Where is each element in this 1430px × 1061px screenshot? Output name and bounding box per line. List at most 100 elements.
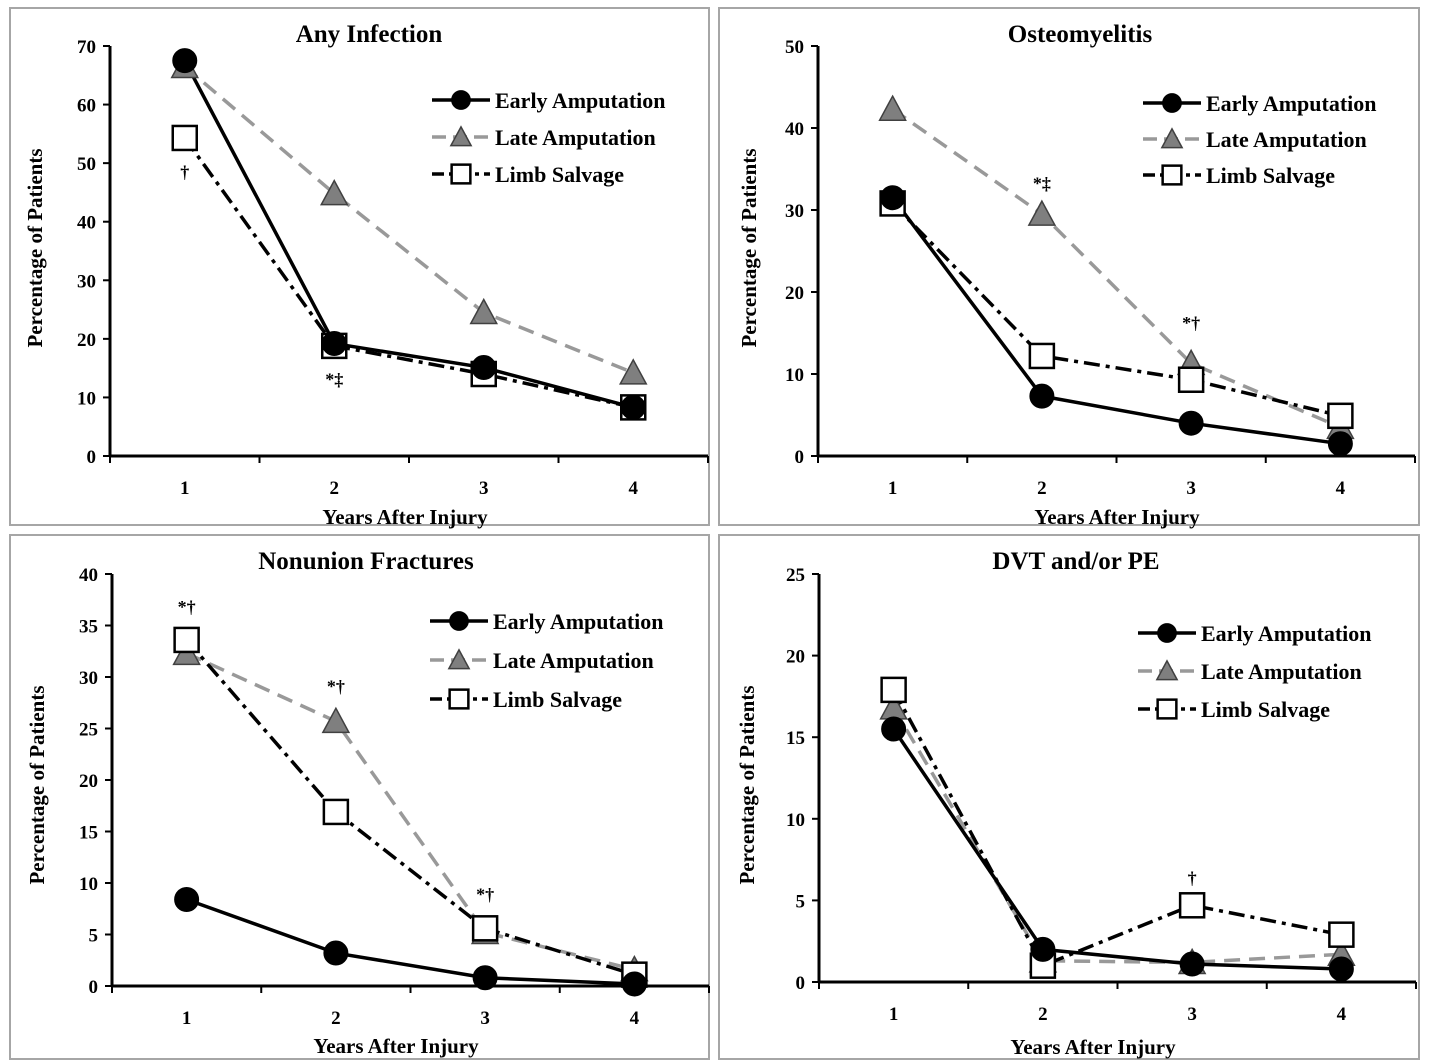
- x-axis-title: Years After Injury: [1010, 1035, 1176, 1059]
- legend-marker: [449, 611, 469, 631]
- data-point-late-amputation: [321, 706, 351, 734]
- data-point-early-amputation: [1328, 956, 1354, 982]
- significance-annotation: *‡: [325, 370, 343, 390]
- x-tick-label: 1: [888, 478, 898, 499]
- significance-annotation: *†: [178, 597, 196, 617]
- y-tick-label: 0: [795, 447, 805, 468]
- y-tick-label: 40: [77, 213, 96, 234]
- series-line-limb-salvage: [183, 136, 634, 410]
- x-tick-label: 3: [1186, 478, 1196, 499]
- y-tick-label: 50: [77, 154, 96, 175]
- legend-label: Late Amputation: [1201, 659, 1362, 684]
- data-point-limb-salvage: [1028, 342, 1056, 370]
- chart-panel-2: 0 10 20 30 40 50 1 2 3 4 Osteomyelitis Years After …: [718, 7, 1420, 529]
- x-tick-label: 2: [331, 1008, 341, 1029]
- x-tick-label: 4: [629, 478, 639, 499]
- x-axis-title: Years After Injury: [1034, 505, 1200, 529]
- series-line-late-amputation: [185, 651, 635, 972]
- series-line-late-amputation: [891, 107, 1342, 429]
- legend-label: Early Amputation: [493, 609, 664, 634]
- legend-marker: [448, 688, 470, 710]
- data-point-early-amputation: [471, 355, 497, 381]
- x-tick-label: 1: [889, 1004, 899, 1025]
- data-point-early-amputation: [1178, 410, 1204, 436]
- chart-panel-1: 0 10 20 30 40 50 60 70 1 2 3 4 Any Infection Years Af…: [9, 7, 710, 529]
- panel-border: [718, 7, 1420, 526]
- data-point-early-amputation: [620, 394, 646, 420]
- chart-panel-4: 0 5 10 15 20 25 1 2 3 4 DVT and/or PE Years After I…: [718, 534, 1420, 1060]
- legend-label: Early Amputation: [495, 88, 666, 113]
- legend: Early Amputation Late Amputation Limb Salv…: [432, 88, 666, 187]
- series-line-early-amputation: [186, 897, 635, 986]
- x-tick-label: 3: [1187, 1004, 1197, 1025]
- y-tick-label: 0: [89, 977, 99, 998]
- data-point-limb-salvage: [1328, 921, 1355, 948]
- y-tick-label: 10: [77, 388, 96, 409]
- data-point-early-amputation: [881, 716, 907, 742]
- legend-marker: [1161, 164, 1183, 186]
- y-tick-label: 0: [87, 447, 97, 468]
- y-tick-label: 15: [786, 728, 805, 749]
- y-tick-label: 20: [77, 330, 96, 351]
- significance-annotation: *†: [327, 676, 345, 696]
- data-point-early-amputation: [621, 971, 647, 997]
- y-tick-label: 70: [77, 37, 96, 58]
- legend-marker: [1155, 659, 1179, 681]
- legend: Early Amputation Late Amputation Limb Salv…: [1138, 621, 1372, 722]
- series-line-early-amputation: [891, 196, 1341, 446]
- x-tick-label: 3: [480, 1008, 490, 1029]
- data-point-early-amputation: [1029, 383, 1055, 409]
- legend-marker: [449, 125, 473, 147]
- legend: Early Amputation Late Amputation Limb Salv…: [430, 609, 664, 712]
- chart-title: Any Infection: [296, 21, 443, 48]
- y-tick-label: 60: [77, 96, 96, 117]
- y-tick-label: 50: [785, 37, 804, 58]
- legend-marker: [1160, 127, 1184, 149]
- chart-panel-3: 0 5 10 15 20 25 30 35 40 1 2 3 4 Nonunion Fractures Ye…: [9, 534, 710, 1060]
- data-point-late-amputation: [878, 94, 907, 121]
- x-tick-label: 4: [1337, 1004, 1347, 1025]
- data-point-limb-salvage: [173, 626, 200, 654]
- data-point-limb-salvage: [1327, 402, 1354, 430]
- data-point-limb-salvage: [1177, 366, 1205, 393]
- legend-label: Limb Salvage: [493, 687, 622, 712]
- significance-annotation: †: [180, 162, 189, 182]
- y-tick-label: 25: [79, 720, 98, 741]
- x-axis-title: Years After Injury: [313, 1034, 479, 1058]
- legend-label: Limb Salvage: [1201, 697, 1330, 722]
- y-tick-label: 20: [79, 771, 98, 792]
- data-point-late-amputation: [319, 179, 349, 206]
- data-point-early-amputation: [174, 886, 200, 912]
- y-tick-label: 5: [796, 891, 806, 912]
- data-point-limb-salvage: [171, 124, 198, 152]
- legend-marker: [1156, 698, 1178, 720]
- data-point-early-amputation: [1179, 951, 1205, 977]
- data-point-early-amputation: [1327, 431, 1353, 457]
- y-axis-title: Percentage of Patients: [737, 148, 761, 347]
- y-tick-label: 30: [77, 271, 96, 292]
- legend-marker: [451, 90, 471, 110]
- legend: Early Amputation Late Amputation Limb Salv…: [1143, 91, 1377, 188]
- chart-title: Nonunion Fractures: [258, 548, 474, 575]
- data-point-limb-salvage: [880, 676, 907, 704]
- legend-label: Early Amputation: [1201, 621, 1372, 646]
- series-line-early-amputation: [892, 728, 1342, 971]
- y-tick-label: 30: [79, 668, 98, 689]
- x-tick-label: 1: [180, 478, 190, 499]
- legend-label: Late Amputation: [493, 648, 654, 673]
- significance-annotation: *‡: [1033, 174, 1051, 194]
- y-tick-label: 10: [786, 810, 805, 831]
- series-line-early-amputation: [183, 59, 634, 410]
- legend-label: Limb Salvage: [1206, 163, 1335, 188]
- x-tick-label: 2: [330, 478, 340, 499]
- data-point-early-amputation: [321, 331, 347, 357]
- legend-label: Late Amputation: [495, 125, 656, 150]
- x-tick-label: 4: [1336, 478, 1346, 499]
- y-tick-label: 40: [785, 119, 804, 140]
- y-tick-label: 20: [785, 283, 804, 304]
- y-axis-title: Percentage of Patients: [25, 685, 49, 884]
- legend-marker: [447, 648, 471, 670]
- legend-marker: [450, 163, 472, 185]
- series-line-limb-salvage: [891, 202, 1341, 418]
